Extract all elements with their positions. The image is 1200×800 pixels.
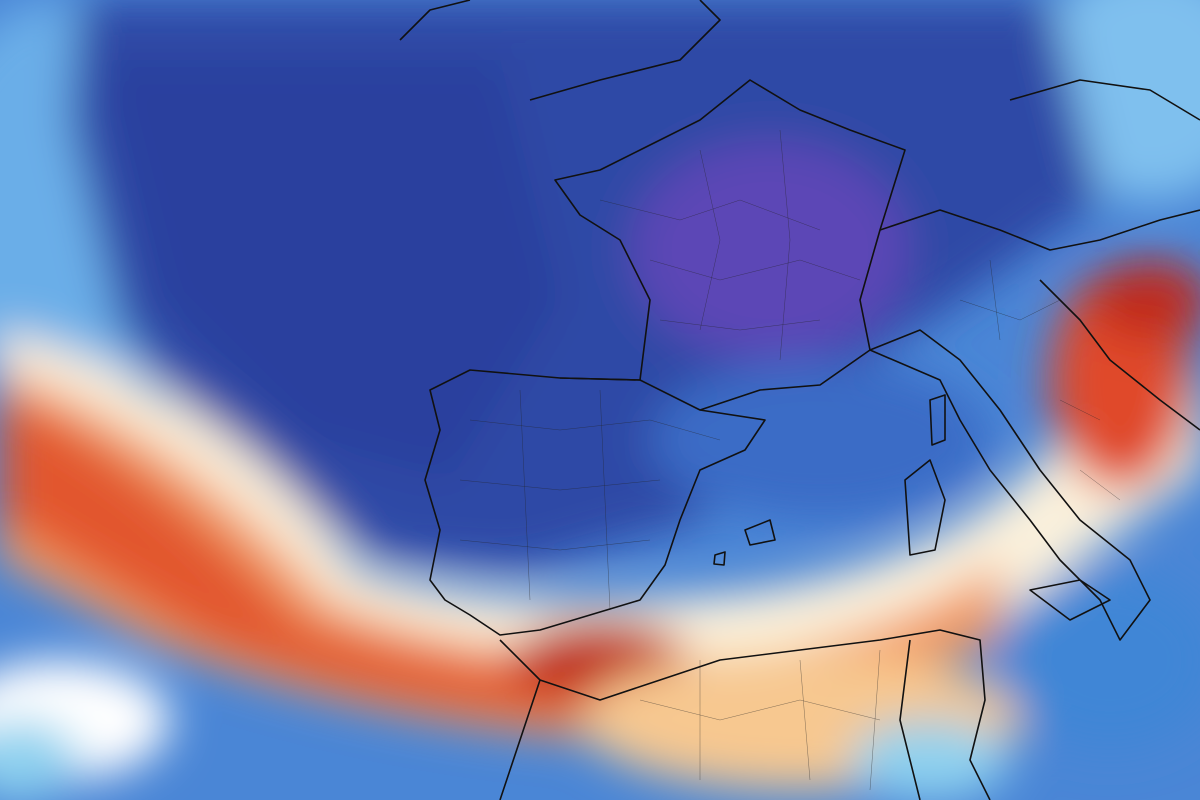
corsica-coast [929,394,946,446]
iberia-coast [424,369,766,636]
purple-zone [630,140,910,360]
regional-border [459,389,721,611]
cool-zone [1000,570,1200,750]
italy-coast [869,329,1151,641]
regional-border [639,649,881,791]
border [1009,79,1200,121]
border [499,679,541,800]
coastlines [399,0,1200,800]
uk-coast [529,0,721,101]
dark-blue-zone [100,60,560,480]
sicily-coast [1029,579,1111,621]
cool-zone [850,720,1010,800]
border [899,639,921,800]
hot-core [1090,260,1200,340]
ireland-coast [399,0,471,41]
border [879,209,1200,251]
regional-border [599,129,861,361]
regional-border [959,259,1121,501]
cool-zone [0,720,80,800]
regional-borders [459,129,1121,791]
island-coast [713,551,726,566]
island-coast [744,519,776,546]
sardinia-coast [904,459,946,556]
adriatic-coast [1039,279,1200,431]
mid-blue-zone [650,360,990,520]
africa-coast [499,629,991,800]
